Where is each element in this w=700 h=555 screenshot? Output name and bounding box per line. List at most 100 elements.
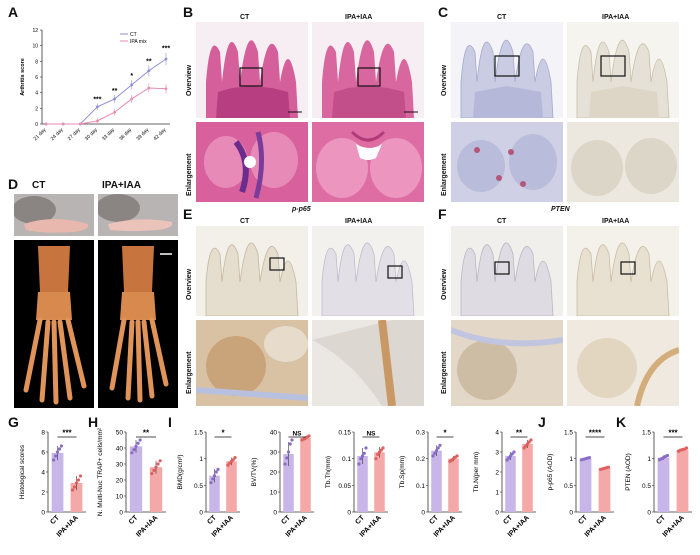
c-ct-roi-box (494, 55, 520, 77)
c-ipa-roi-box (600, 55, 626, 77)
f-ct-enlarged-image (451, 320, 563, 406)
bar-ipa (149, 467, 163, 512)
panel-letter-h: H (88, 414, 99, 430)
x-tick-label: 21 day (33, 127, 48, 142)
bar-ct (505, 456, 516, 512)
f-ipa-label: IPA+IAA (602, 218, 630, 225)
d-ct-label: CT (32, 180, 46, 191)
data-point (286, 450, 291, 454)
data-point (44, 122, 48, 126)
bar-ipa (448, 458, 459, 512)
x-tick-label: 42 day (153, 127, 168, 142)
c-enlargement-label: Enlargement (441, 153, 448, 196)
bar-ipa (226, 461, 237, 512)
panel-letter-i: I (168, 414, 172, 430)
e-ct-enlarged-image (196, 320, 308, 406)
f-ipa-roi-box (620, 261, 636, 275)
panel-letter-a: A (8, 4, 19, 20)
significance-marker: NS (292, 431, 302, 438)
data-point (529, 438, 533, 442)
data-point (53, 454, 58, 458)
f-enlargement-label: Enlargement (441, 351, 448, 394)
x-tick-label: CT (206, 514, 218, 526)
y-tick-label: 8 (41, 430, 45, 437)
data-point (61, 122, 65, 126)
y-tick-label: 40 (116, 446, 124, 453)
y-tick-label: 1.5 (194, 430, 203, 437)
significance-marker: * (221, 429, 225, 438)
y-tick-label: 1 (495, 490, 499, 497)
panel-letter-j: J (538, 414, 546, 430)
y-axis-label: Histological scores (19, 444, 26, 499)
y-tick-label: 0.1 (342, 456, 351, 463)
significance-marker: ** (112, 88, 118, 95)
data-point (374, 457, 378, 461)
data-point (307, 434, 311, 438)
y-tick-label: 1.5 (564, 430, 573, 437)
bar-ct (209, 475, 220, 512)
he-ipa-roi-box (357, 67, 381, 87)
he-ct-roi-box (239, 67, 263, 87)
y-tick-label: 0.1 (416, 483, 425, 490)
panel-letter-d: D (8, 176, 19, 192)
y-tick-label: 0.15 (338, 430, 351, 437)
y-tick-label: 0 (35, 122, 38, 128)
e-ipa-overview-image (312, 226, 424, 316)
y-tick-label: 0.5 (564, 483, 573, 490)
b-overview-label: Overview (186, 64, 193, 96)
y-tick-label: 0 (495, 510, 499, 517)
data-point (216, 467, 220, 471)
panel-letter-f: F (438, 206, 447, 222)
y-tick-label: 0 (199, 510, 203, 517)
y-axis-label: BMD(g/cm³) (177, 454, 184, 489)
x-tick-label: CT (655, 514, 667, 526)
bar-ipa (300, 438, 311, 512)
data-point (74, 481, 79, 485)
d-ct-microct-image (14, 240, 94, 408)
f-stain-title: PTEN (551, 206, 570, 213)
bar-ipa (598, 468, 611, 512)
y-tick-label: 0.5 (194, 483, 203, 490)
y-tick-label: 20 (116, 478, 124, 485)
data-point (431, 454, 435, 458)
data-point (150, 472, 154, 476)
e-stain-title: p-p65 (292, 206, 311, 213)
x-tick-label: 27 day (67, 127, 82, 142)
data-point (130, 97, 134, 101)
y-tick-label: 10 (270, 490, 278, 497)
y-axis-label: Tb.Sp(mm) (399, 456, 406, 489)
e-ipa-roi-box (387, 265, 403, 279)
data-point (381, 446, 385, 450)
y-tick-label: 0 (647, 510, 651, 517)
y-tick-label: 1 (569, 456, 573, 463)
data-point (214, 470, 218, 474)
data-point (587, 456, 592, 460)
y-tick-label: 1 (647, 456, 651, 463)
bar-ipa (676, 449, 689, 512)
b-enlargement-label: Enlargement (186, 153, 193, 196)
bar-ipa (522, 444, 533, 512)
y-tick-label: 30 (270, 450, 278, 457)
data-point (96, 119, 99, 123)
data-point (78, 122, 82, 126)
x-tick-label: 24 day (50, 127, 65, 142)
y-tick-label: 0.3 (416, 430, 425, 437)
y-axis-label: BV/TV(%) (251, 458, 258, 487)
data-point (70, 488, 75, 492)
legend-label: IPA mix (130, 39, 147, 45)
data-point (212, 474, 217, 478)
x-tick-label: 33 day (101, 127, 116, 142)
bar-ct (579, 458, 592, 512)
bar-ipa (374, 452, 385, 512)
y-tick-label: 0 (41, 510, 45, 517)
y-tick-label: 6 (41, 450, 45, 457)
data-point (665, 453, 670, 458)
x-tick-label: CT (128, 514, 140, 526)
c-ipa-overview-image (567, 22, 679, 118)
y-tick-label: 4 (495, 430, 499, 437)
panel-letter-c: C (438, 4, 449, 20)
